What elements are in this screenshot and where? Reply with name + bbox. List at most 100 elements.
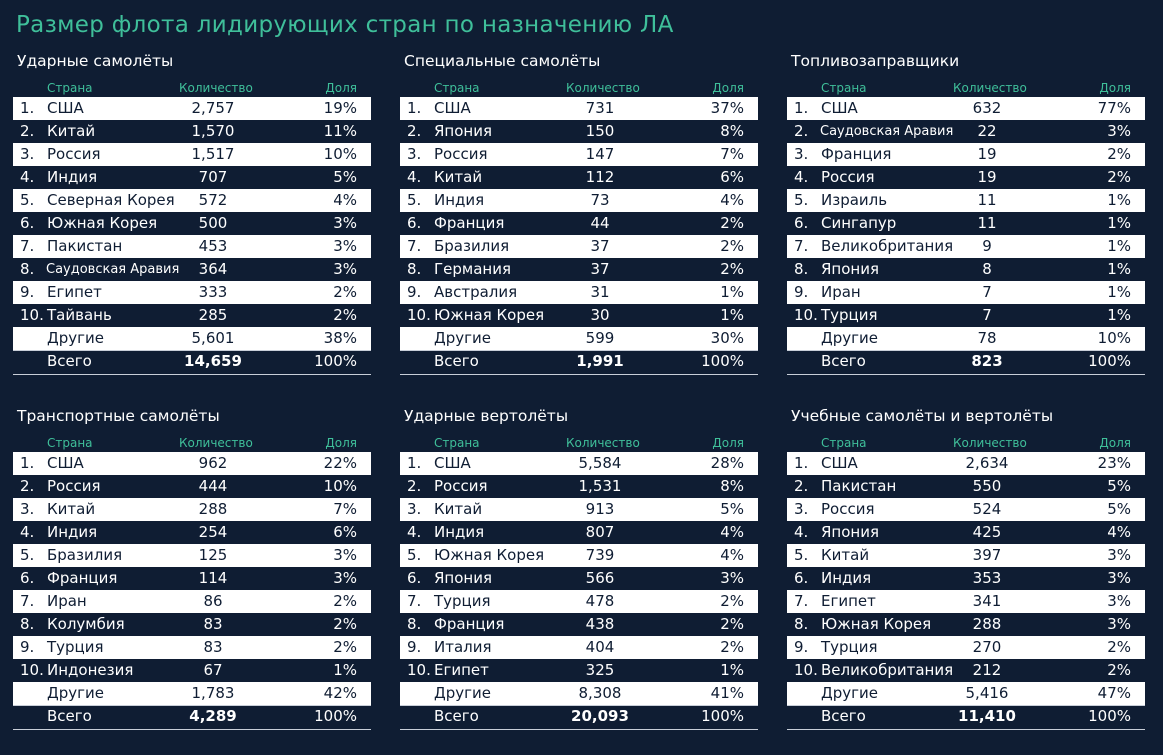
- header-quantity: Количество: [953, 436, 1027, 450]
- share: 2%: [333, 306, 357, 324]
- quantity: 341: [972, 592, 1002, 610]
- table-row: 2. Россия 1,531 8%: [400, 475, 758, 498]
- country-name: Китай: [434, 168, 483, 186]
- header-share: Доля: [1099, 81, 1131, 95]
- table-row: 5. Китай 397 3%: [787, 544, 1145, 567]
- header-country: Страна: [47, 436, 93, 450]
- country-name: Франция: [434, 214, 505, 232]
- country-name: Индия: [47, 523, 98, 541]
- rank: 8.: [20, 615, 35, 633]
- country-name: США: [47, 454, 84, 472]
- rank: 2.: [794, 477, 809, 495]
- table-row: 1. США 962 22%: [13, 452, 371, 475]
- total-row: Всего 14,659 100%: [13, 350, 371, 373]
- table-row: 7. Пакистан 453 3%: [13, 235, 371, 258]
- rank: 6.: [794, 214, 809, 232]
- country-name: Япония: [434, 122, 492, 140]
- country-name: Пакистан: [47, 237, 123, 255]
- total-row: Всего 11,410 100%: [787, 705, 1145, 728]
- share: 1%: [1107, 260, 1131, 278]
- share: 22%: [323, 454, 357, 472]
- table-row: 6. Южная Корея 500 3%: [13, 212, 371, 235]
- table-row: 5. Израиль 11 1%: [787, 189, 1145, 212]
- quantity: 444: [198, 477, 228, 495]
- other-label: Другие: [821, 329, 878, 347]
- table-row: 1. США 632 77%: [787, 97, 1145, 120]
- share: 3%: [333, 546, 357, 564]
- table-row: 8. Япония 8 1%: [787, 258, 1145, 281]
- rank: 4.: [20, 523, 35, 541]
- table-row: 8. Германия 37 2%: [400, 258, 758, 281]
- share: 1%: [1107, 283, 1131, 301]
- other-quantity: 1,783: [191, 684, 235, 702]
- share: 28%: [710, 454, 744, 472]
- country-name: Бразилия: [434, 237, 510, 255]
- total-label: Всего: [821, 352, 866, 370]
- rank: 7.: [794, 237, 809, 255]
- quantity: 37: [590, 237, 610, 255]
- share: 1%: [1107, 191, 1131, 209]
- other-share: 30%: [710, 329, 744, 347]
- quantity: 254: [198, 523, 228, 541]
- header-quantity: Количество: [179, 81, 253, 95]
- table-title: Учебные самолёты и вертолёты: [791, 407, 1054, 425]
- fleet-table: Специальные самолёты Страна Количество Доля…: [400, 52, 758, 382]
- country-name: Южная Корея: [47, 214, 158, 232]
- share: 2%: [333, 283, 357, 301]
- country-name: Тайвань: [47, 306, 112, 324]
- quantity: 7: [982, 283, 992, 301]
- country-name: США: [821, 99, 858, 117]
- share: 1%: [333, 661, 357, 679]
- rank: 10.: [20, 306, 44, 324]
- rank: 5.: [794, 546, 809, 564]
- table-row: 4. Япония 425 4%: [787, 521, 1145, 544]
- country-name: Индия: [434, 191, 485, 209]
- country-name: Южная Корея: [434, 546, 545, 564]
- table-row: 6. Франция 114 3%: [13, 567, 371, 590]
- quantity: 73: [590, 191, 610, 209]
- rank: 4.: [407, 168, 422, 186]
- table-body: 1. США 731 37% 2. Япония 150 8% 3. Россия 147 7% 4. К…: [400, 97, 758, 373]
- country-name: Германия: [434, 260, 511, 278]
- total-label: Всего: [821, 707, 866, 725]
- quantity: 270: [972, 638, 1002, 656]
- share: 3%: [333, 569, 357, 587]
- header-share: Доля: [325, 436, 357, 450]
- divider: [787, 729, 1145, 730]
- country-name: Франция: [821, 145, 892, 163]
- quantity: 2,757: [191, 99, 235, 117]
- table-row: 4. Китай 112 6%: [400, 166, 758, 189]
- table-row: 5. Северная Корея 572 4%: [13, 189, 371, 212]
- rank: 1.: [20, 99, 35, 117]
- rank: 3.: [407, 145, 422, 163]
- share: 6%: [720, 168, 744, 186]
- other-label: Другие: [47, 684, 104, 702]
- quantity: 572: [198, 191, 228, 209]
- table-row: 2. Китай 1,570 11%: [13, 120, 371, 143]
- quantity: 566: [585, 569, 615, 587]
- country-name: Турция: [821, 306, 878, 324]
- table-row: 6. Япония 566 3%: [400, 567, 758, 590]
- table-row: 7. Иран 86 2%: [13, 590, 371, 613]
- rank: 4.: [20, 168, 35, 186]
- country-name: Китай: [434, 500, 483, 518]
- quantity: 8: [982, 260, 992, 278]
- rank: 4.: [407, 523, 422, 541]
- other-quantity: 5,601: [191, 329, 235, 347]
- table-row: 2. Пакистан 550 5%: [787, 475, 1145, 498]
- country-name: США: [434, 99, 471, 117]
- other-row: Другие 8,308 41%: [400, 682, 758, 705]
- table-body: 1. США 2,634 23% 2. Пакистан 550 5% 3. Россия 524 5…: [787, 452, 1145, 728]
- rank: 5.: [407, 191, 422, 209]
- country-name: Россия: [821, 500, 875, 518]
- table-row: 10. Турция 7 1%: [787, 304, 1145, 327]
- share: 1%: [1107, 306, 1131, 324]
- share: 5%: [1107, 477, 1131, 495]
- table-row: 6. Сингапур 11 1%: [787, 212, 1145, 235]
- table-title: Специальные самолёты: [404, 52, 601, 70]
- total-row: Всего 20,093 100%: [400, 705, 758, 728]
- table-title: Ударные самолёты: [17, 52, 174, 70]
- rank: 5.: [407, 546, 422, 564]
- rank: 7.: [20, 237, 35, 255]
- country-name: Италия: [434, 638, 492, 656]
